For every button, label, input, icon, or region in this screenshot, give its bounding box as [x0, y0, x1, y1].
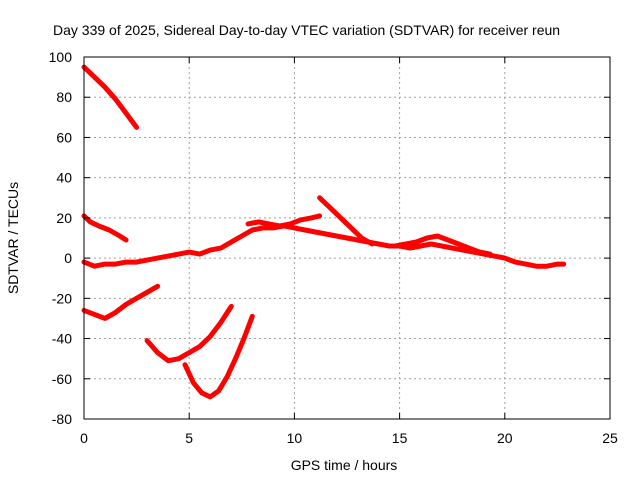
series-group	[81, 64, 567, 400]
series-line-satellite-7	[81, 283, 161, 321]
y-tick-label: -40	[52, 331, 72, 347]
y-tick-label: 20	[56, 210, 72, 226]
series-line-satellite-9	[182, 313, 255, 400]
y-axis-title: SDTVAR / TECUs	[5, 182, 21, 294]
chart-title: Day 339 of 2025, Sidereal Day-to-day VTE…	[53, 22, 560, 38]
x-tick-label: 5	[185, 430, 193, 446]
y-tick-label: 60	[56, 129, 72, 145]
ticks	[83, 56, 611, 420]
series-line-satellite-5	[317, 195, 375, 247]
series-line-satellite-3	[81, 223, 567, 269]
series-line-satellite-2	[81, 213, 129, 243]
series-line-satellite-6	[392, 233, 493, 257]
series-line-satellite-4	[245, 213, 323, 229]
series-line-satellite-8	[144, 303, 234, 364]
plot-frame	[83, 56, 611, 420]
y-tick-label: 40	[56, 170, 72, 186]
x-tick-label: 25	[602, 430, 618, 446]
tick-labels: 0 5 10 15 20 25 -80 -60 -40 -20 0 20 40 60 80 100	[49, 49, 618, 446]
y-tick-label: 100	[49, 49, 73, 65]
x-tick-label: 10	[287, 430, 303, 446]
x-tick-label: 15	[392, 430, 408, 446]
series-line-satellite-1	[81, 64, 140, 130]
x-tick-label: 20	[497, 430, 513, 446]
y-tick-label: -80	[52, 411, 72, 427]
y-tick-label: 80	[56, 89, 72, 105]
x-axis-title: GPS time / hours	[291, 457, 398, 473]
y-tick-label: -20	[52, 290, 72, 306]
y-tick-label: 0	[64, 250, 72, 266]
grid	[84, 57, 610, 419]
x-tick-label: 0	[80, 430, 88, 446]
y-tick-label: -60	[52, 371, 72, 387]
